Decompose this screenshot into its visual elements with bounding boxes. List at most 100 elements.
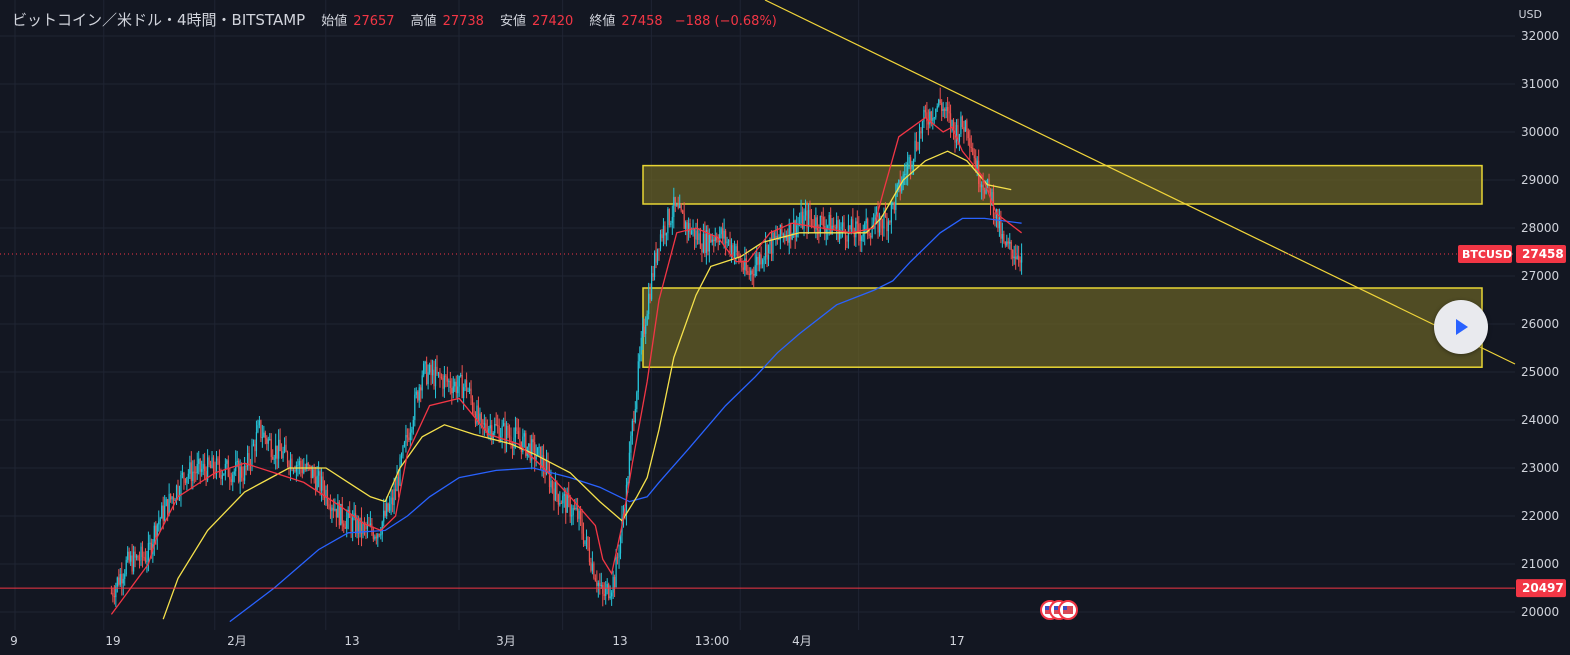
candle-body: [374, 536, 376, 539]
candle-body: [985, 185, 987, 194]
candle-body: [402, 446, 404, 456]
play-button[interactable]: [1434, 300, 1488, 354]
candle-body: [292, 469, 295, 471]
candle-body: [343, 523, 345, 528]
candle-body: [753, 274, 755, 276]
candle-body: [362, 524, 364, 534]
candle-body: [785, 236, 787, 239]
candle-body: [181, 472, 184, 475]
candle-body: [736, 246, 739, 253]
candle-body: [588, 547, 591, 563]
candle-body: [325, 489, 327, 498]
chart-header: ビットコイン／米ドル・4時間・BITSTAMP 始値 27657 高値 27738 …: [12, 9, 777, 30]
candle-body: [155, 525, 157, 538]
candle-body: [427, 372, 429, 385]
flag-canton: [1045, 606, 1049, 610]
candle-body: [144, 557, 147, 562]
candle-body: [952, 119, 955, 129]
high-label: 高値: [410, 14, 437, 29]
candle-body: [463, 387, 465, 399]
candle-body: [776, 235, 778, 240]
candle-body: [722, 228, 724, 239]
candle-body: [905, 173, 907, 175]
candle-body: [511, 444, 514, 449]
candle-body: [770, 238, 773, 254]
candle-body: [800, 211, 802, 224]
candle-body: [926, 112, 928, 122]
candle-body: [226, 460, 228, 464]
candle-body: [599, 582, 601, 586]
candle-body: [495, 424, 497, 426]
candle-body: [393, 489, 395, 506]
candle-body: [920, 131, 922, 134]
candle-body: [969, 138, 971, 148]
candle-body: [656, 248, 659, 263]
candle-body: [560, 502, 562, 504]
candle-body: [933, 117, 935, 119]
candle-body: [127, 551, 129, 560]
candle-body: [545, 461, 548, 475]
candle-body: [283, 444, 286, 452]
candle-body: [606, 584, 608, 588]
candle-body: [887, 221, 889, 232]
candle-body: [141, 546, 144, 558]
candle-body: [636, 392, 638, 410]
candle-body: [378, 534, 380, 536]
change-value: −188 (−0.68%): [674, 14, 777, 29]
candle-body: [439, 372, 441, 377]
candle-body: [716, 236, 718, 241]
candle-body: [158, 521, 160, 525]
candle-body: [122, 578, 124, 584]
candle-body: [688, 223, 690, 232]
low-label: 安値: [499, 14, 526, 29]
candle-body: [850, 219, 852, 230]
candle-body: [489, 425, 491, 429]
candle-body: [301, 466, 303, 473]
candle-body: [309, 465, 311, 467]
candle-body: [149, 542, 151, 544]
candle-body: [508, 435, 511, 437]
candle-body: [320, 476, 323, 491]
candle-body: [690, 231, 693, 235]
candle-body: [488, 428, 490, 436]
candle-body: [840, 226, 842, 230]
candle-body: [750, 270, 752, 276]
candle-body: [187, 473, 189, 478]
candle-body: [315, 476, 317, 491]
candle-body: [921, 121, 924, 134]
candle-body: [762, 260, 764, 265]
candle-body: [124, 574, 126, 579]
grid: [0, 0, 1515, 630]
candle-body: [938, 99, 940, 107]
candle-body: [856, 221, 858, 224]
candle-body: [437, 372, 440, 374]
candle-body: [242, 477, 244, 481]
candle-body: [498, 426, 500, 442]
candle-body: [531, 439, 533, 461]
y-tick-label: 23000: [1521, 461, 1559, 475]
candle-body: [412, 420, 414, 430]
candle-body: [118, 577, 120, 585]
candle-body: [843, 222, 845, 231]
candle-body: [914, 140, 916, 159]
candle-body: [483, 423, 485, 425]
candle-body: [901, 184, 903, 192]
candle-body: [291, 458, 293, 471]
candle-body: [112, 593, 114, 597]
candle-body: [710, 234, 712, 243]
candle-body: [572, 508, 574, 516]
candle-body: [890, 203, 892, 223]
candle-body: [196, 463, 198, 474]
candle-body: [1021, 253, 1023, 263]
candle-body: [949, 113, 952, 128]
candle-body: [140, 546, 142, 561]
candle-body: [134, 551, 136, 558]
candle-body: [877, 212, 879, 233]
candle-body: [782, 234, 784, 236]
candle-body: [248, 453, 250, 464]
candle-body: [180, 474, 182, 496]
candle-body: [870, 235, 872, 238]
candle-body: [633, 420, 635, 423]
candle-body: [819, 216, 821, 234]
